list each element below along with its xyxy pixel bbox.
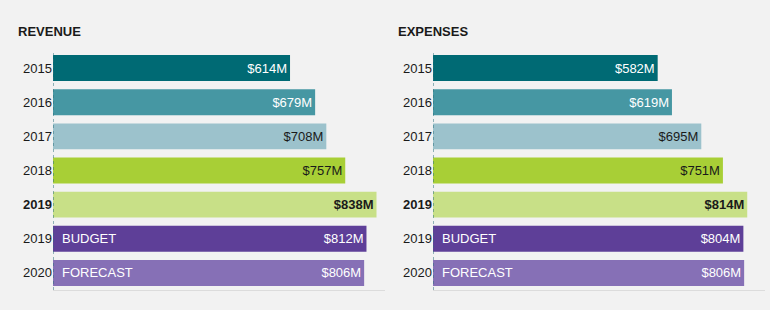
svg-text:$804M: $804M <box>701 231 741 246</box>
svg-text:$619M: $619M <box>629 95 669 110</box>
svg-text:2018: 2018 <box>403 163 432 178</box>
svg-text:$812M: $812M <box>324 231 364 246</box>
svg-text:2017: 2017 <box>403 129 432 144</box>
svg-text:$838M: $838M <box>334 197 374 212</box>
svg-text:$757M: $757M <box>302 163 342 178</box>
svg-text:REVENUE: REVENUE <box>18 24 81 39</box>
svg-text:$614M: $614M <box>247 61 287 76</box>
svg-text:2017: 2017 <box>23 129 52 144</box>
svg-text:$814M: $814M <box>704 197 744 212</box>
svg-text:2015: 2015 <box>23 61 52 76</box>
svg-text:2016: 2016 <box>403 95 432 110</box>
svg-text:$806M: $806M <box>701 265 741 280</box>
svg-text:$751M: $751M <box>680 163 720 178</box>
svg-text:$582M: $582M <box>615 61 655 76</box>
svg-text:2015: 2015 <box>403 61 432 76</box>
svg-text:2016: 2016 <box>23 95 52 110</box>
svg-text:BUDGET: BUDGET <box>62 231 116 246</box>
svg-text:2019: 2019 <box>403 197 432 212</box>
svg-text:FORECAST: FORECAST <box>62 265 133 280</box>
svg-text:2019: 2019 <box>403 231 432 246</box>
svg-text:2019: 2019 <box>23 231 52 246</box>
svg-text:2020: 2020 <box>23 265 52 280</box>
svg-text:$695M: $695M <box>659 129 699 144</box>
svg-text:BUDGET: BUDGET <box>442 231 496 246</box>
svg-text:$679M: $679M <box>272 95 312 110</box>
svg-text:EXPENSES: EXPENSES <box>398 24 468 39</box>
svg-text:$806M: $806M <box>321 265 361 280</box>
svg-text:2019: 2019 <box>23 197 52 212</box>
svg-text:2020: 2020 <box>403 265 432 280</box>
svg-text:$708M: $708M <box>284 129 324 144</box>
svg-text:FORECAST: FORECAST <box>442 265 513 280</box>
svg-text:2018: 2018 <box>23 163 52 178</box>
